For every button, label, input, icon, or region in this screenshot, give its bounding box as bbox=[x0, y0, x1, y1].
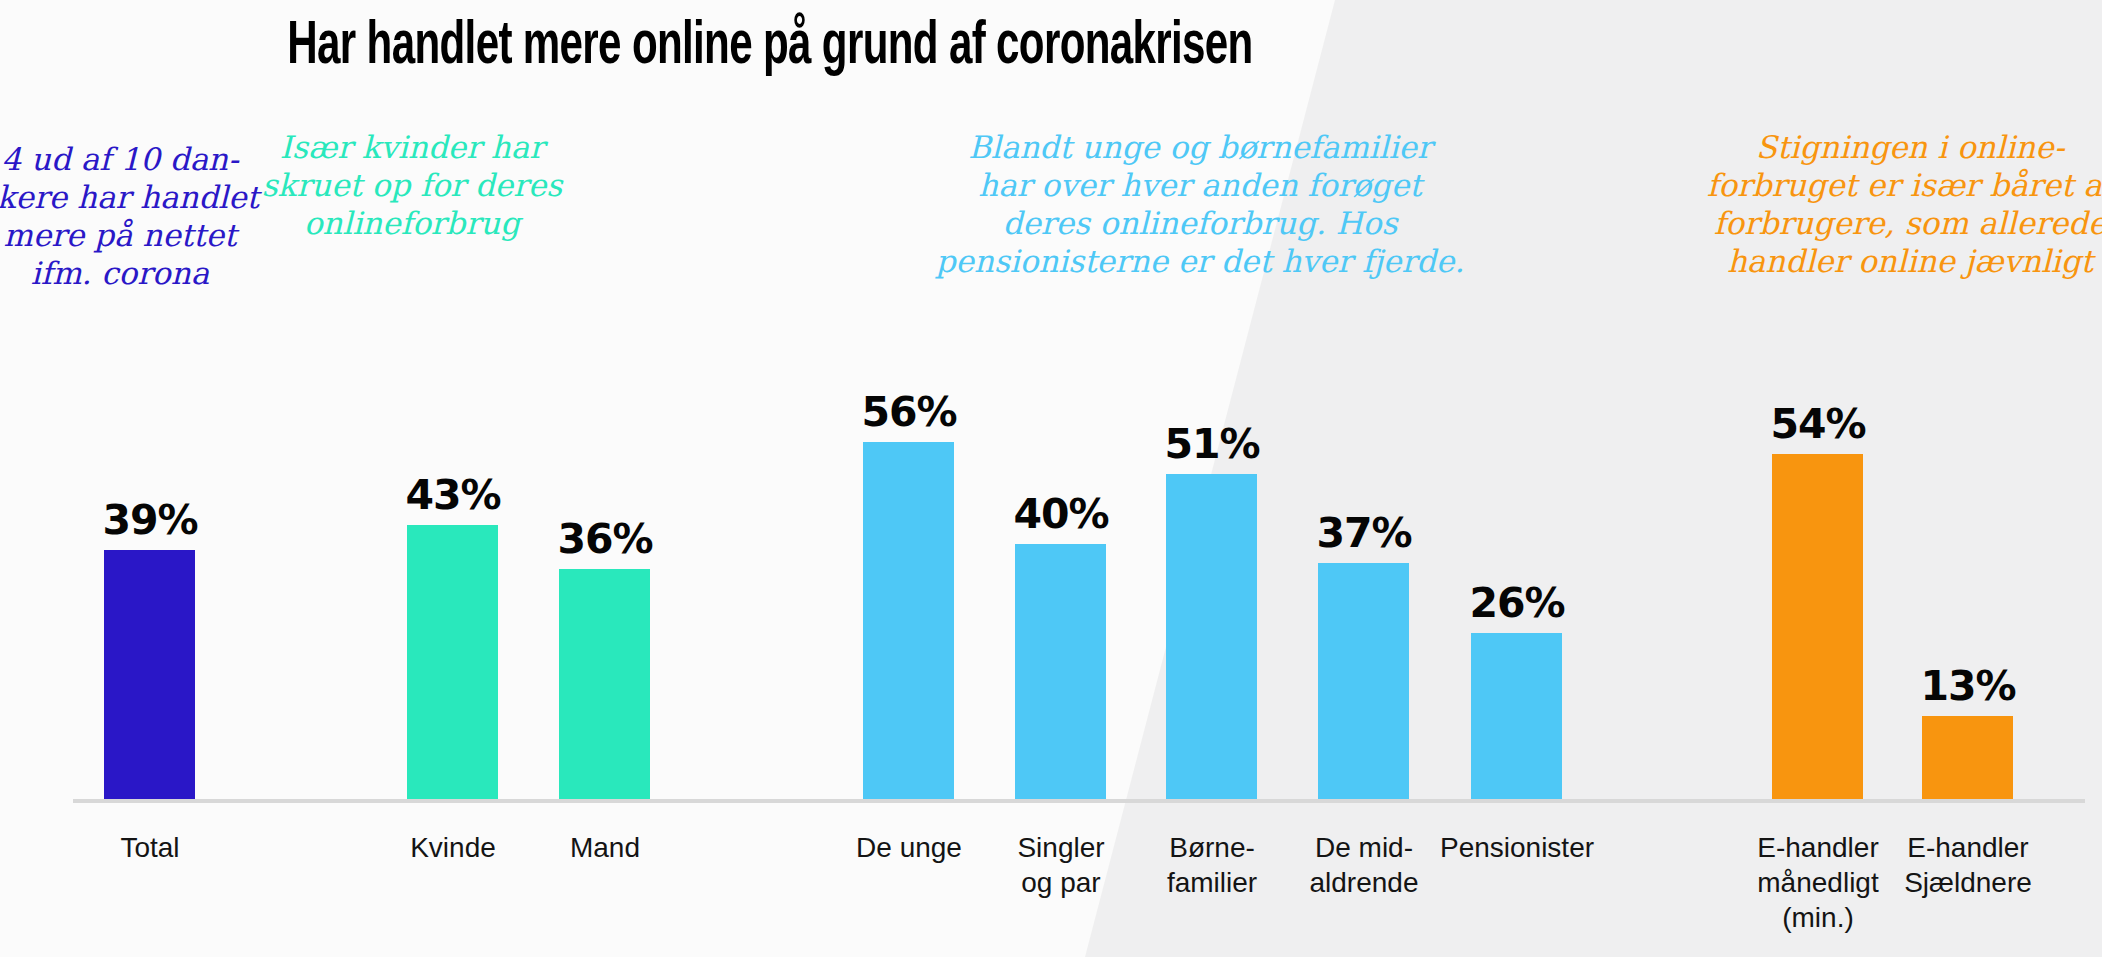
bar-category-label: De unge bbox=[856, 830, 962, 865]
bar-category-label: Singler og par bbox=[1017, 830, 1104, 900]
bar-category-label: Børne- familier bbox=[1167, 830, 1257, 900]
bar-ehandel-frequency-1 bbox=[1772, 454, 1863, 799]
annotation-age-segments: Blandt unge og børnefamilier har over hv… bbox=[936, 128, 1465, 280]
bar-value-label: 40% bbox=[1013, 494, 1108, 535]
bar-value-label: 26% bbox=[1469, 583, 1564, 624]
bar-category-label: De mid- aldrende bbox=[1310, 830, 1419, 900]
bar-category-label: Mand bbox=[570, 830, 640, 865]
bar-value-label: 36% bbox=[557, 519, 652, 560]
bar-gender-2 bbox=[559, 569, 650, 799]
bar-value-label: 13% bbox=[1920, 666, 2015, 707]
bar-gender-1 bbox=[407, 525, 498, 799]
bar-age-segments-1 bbox=[863, 442, 954, 799]
annotation-ehandel-frequency: Stigningen i online- forbruget er især b… bbox=[1707, 128, 2102, 280]
bar-age-segments-3 bbox=[1166, 474, 1257, 799]
bar-total-1 bbox=[104, 550, 195, 799]
chart-canvas: Har handlet mere online på grund af coro… bbox=[0, 0, 2102, 957]
bar-category-label: Pensionister bbox=[1440, 830, 1594, 865]
x-axis-line bbox=[73, 799, 2085, 803]
annotation-total: 4 ud af 10 dan- skere har handlet mere p… bbox=[0, 140, 259, 292]
bar-ehandel-frequency-2 bbox=[1922, 716, 2013, 799]
bar-age-segments-2 bbox=[1015, 544, 1106, 799]
bar-value-label: 43% bbox=[405, 475, 500, 516]
bar-value-label: 56% bbox=[861, 392, 956, 433]
chart-title-text: Har handlet mere online på grund af coro… bbox=[287, 6, 1252, 77]
bar-category-label: E-handler månedligt (min.) bbox=[1757, 830, 1878, 935]
bar-value-label: 39% bbox=[102, 500, 197, 541]
bar-category-label: Kvinde bbox=[410, 830, 496, 865]
bar-category-label: E-handler Sjældnere bbox=[1904, 830, 2032, 900]
bar-value-label: 37% bbox=[1316, 513, 1411, 554]
bar-age-segments-5 bbox=[1471, 633, 1562, 799]
bar-value-label: 51% bbox=[1164, 424, 1259, 465]
bar-category-label: Total bbox=[120, 830, 179, 865]
annotation-gender: Især kvinder har skruet op for deres onl… bbox=[262, 128, 563, 242]
chart-title: Har handlet mere online på grund af coro… bbox=[60, 6, 1480, 77]
bar-value-label: 54% bbox=[1770, 404, 1865, 445]
bar-age-segments-4 bbox=[1318, 563, 1409, 799]
